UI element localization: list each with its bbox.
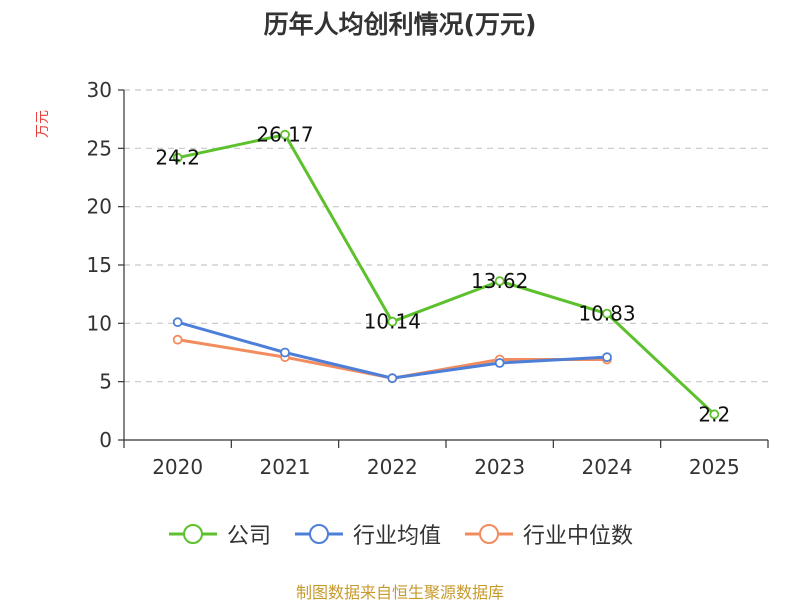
data-point (172, 152, 183, 163)
data-point (172, 317, 183, 328)
series-line (176, 133, 716, 416)
data-label: 10.83 (578, 302, 635, 326)
legend-item[interactable]: 行业均值 (293, 518, 441, 550)
legend-symbol (465, 524, 513, 544)
x-tick-label: 2023 (474, 455, 525, 479)
y-tick-label: 10 (87, 311, 112, 335)
legend-symbol (294, 524, 343, 544)
data-point (280, 347, 290, 358)
x-tick-label: 2025 (689, 455, 740, 479)
data-point (709, 409, 720, 420)
data-point (280, 129, 290, 140)
data-point (602, 308, 612, 319)
legend-symbol (168, 524, 217, 544)
y-tick-label: 15 (87, 253, 112, 277)
y-tick-label: 5 (99, 370, 112, 394)
data-label: 24.2 (155, 146, 200, 170)
x-tick-label: 2024 (582, 455, 633, 479)
data-label: 13.62 (471, 269, 528, 293)
legend-item[interactable]: 行业中位数 (463, 518, 633, 550)
data-point (172, 334, 183, 345)
legend: 公司 行业均值 行业中位数 (0, 518, 800, 550)
data-point (494, 358, 505, 368)
data-point (494, 276, 505, 287)
legend-label: 行业均值 (352, 524, 441, 549)
data-point (602, 352, 612, 363)
chart-title: 历年人均创利情况(万元) (263, 10, 537, 39)
x-tick-label: 2022 (367, 455, 418, 479)
legend-label: 公司 (226, 524, 271, 549)
y-tick-label: 20 (87, 195, 112, 219)
legend-label: 行业中位数 (523, 524, 634, 549)
x-tick-label: 2020 (152, 455, 203, 479)
y-tick-label: 30 (87, 78, 112, 102)
x-tick-label: 2021 (260, 455, 311, 479)
y-tick-label: 25 (87, 136, 112, 160)
data-point (387, 316, 398, 327)
series-line (176, 338, 609, 380)
data-label: 26.17 (256, 123, 313, 147)
source-note: 制图数据来自恒生聚源数据库 (295, 583, 504, 602)
data-label: 2.2 (698, 402, 730, 426)
data-point (387, 373, 398, 384)
data-label: 10.14 (364, 310, 421, 334)
y-tick-label: 0 (99, 428, 112, 452)
legend-item[interactable]: 公司 (167, 518, 271, 550)
